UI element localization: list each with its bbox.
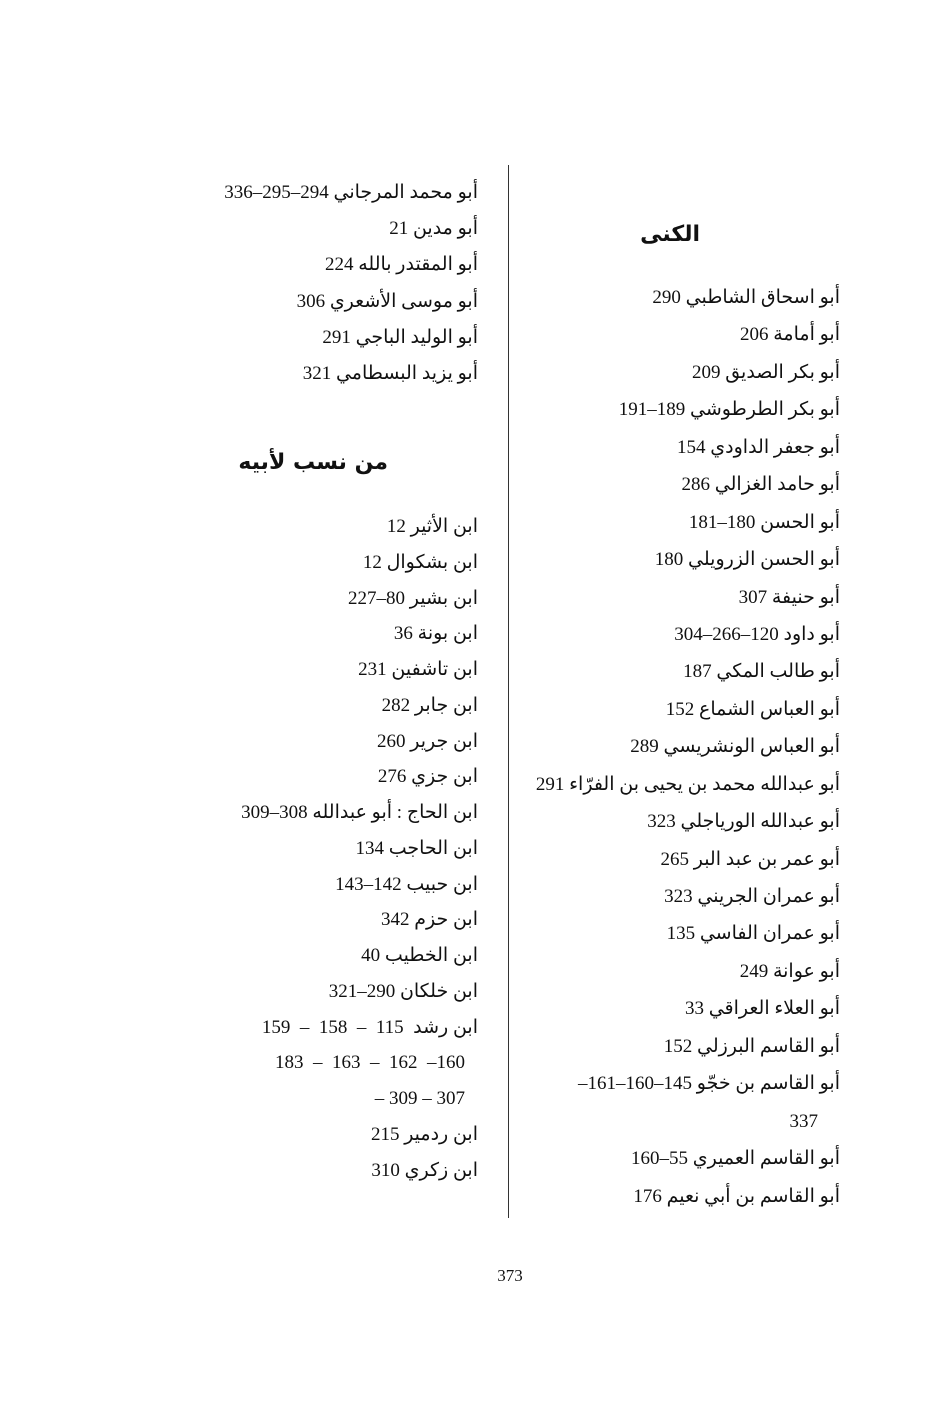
index-entry: أبو يزيد البسطامي 321 (302, 362, 478, 384)
index-entry: ابن تاشفين 231 (358, 659, 478, 680)
index-entry: أبو طالب المكي 187 (683, 661, 840, 683)
index-entry-continuation: 337 (789, 1110, 819, 1132)
index-entry: أبو داود 120–266–304 (674, 623, 840, 645)
index-entry: ابن بشير 80–227 (348, 587, 478, 609)
index-entry: أبو عمر بن عبد البر 265 (660, 848, 840, 870)
column-divider (508, 165, 509, 1218)
index-entry: أبو محمد المرجاني 294–295–336 (224, 182, 478, 203)
index-entry: ابن بشكوال 12 (362, 551, 478, 573)
index-entry: ابن الأثير 12 (386, 516, 478, 537)
kuna-index-list-continued: أبو محمد المرجاني 294–295–336 أبو مدين 2… (178, 175, 478, 392)
index-entry: أبو العباس الشماع 152 (665, 698, 840, 720)
index-entry-continuation: 183 – 163 – 162 –160 (275, 1052, 465, 1074)
index-entry: أبو القاسم بن خجّو 145–160–161– (578, 1073, 840, 1095)
index-entry: أبو عوانة 249 (739, 960, 840, 982)
section-title-kuna: الكنى (640, 222, 700, 247)
index-entry: ابن حبيب 142–143 (335, 873, 478, 895)
index-entry: أبو موسى الأشعري 306 (296, 290, 478, 312)
index-entry: ابن الحاجب 134 (355, 837, 478, 859)
index-entry: أبو جعفر الداودي 154 (677, 436, 840, 458)
index-entry: ابن بونة 36 (393, 623, 478, 645)
index-entry: أبو الحسن الزرويلي 180 (654, 549, 840, 571)
index-entry: ابن الخطيب 40 (361, 945, 478, 966)
index-entry: أبو العلاء العراقي 33 (684, 998, 840, 1020)
index-entry: أبو المقتدر بالله 224 (324, 254, 478, 276)
page-number: 373 (497, 1266, 523, 1285)
index-entry: أبو الحسن 180–181 (688, 511, 840, 533)
index-entry: ابن حزم 342 (380, 909, 478, 931)
index-entry: أبو اسحاق الشاطبي 290 (652, 287, 840, 308)
index-entry: أبو عبدالله الورياجلي 323 (647, 811, 840, 833)
index-entry: ابن جابر 282 (381, 694, 478, 716)
index-entry: ابن جزي 276 (377, 766, 478, 788)
index-entry: ابن رشد 115 – 158 – 159 (261, 1016, 478, 1038)
index-entry: أبو عبدالله محمد بن يحيى بن الفرّاء 291 (535, 773, 840, 795)
index-entry-continuation: – 309 – 307 (374, 1088, 465, 1109)
index-entry: أبو القاسم بن أبي نعيم 176 (633, 1185, 840, 1207)
index-entry: ابن ردمير 215 (370, 1123, 478, 1145)
index-entry: ابن خلكان 290–321 (328, 980, 478, 1002)
index-entry: ابن الحاج : أبو عبدالله 308–309 (241, 802, 478, 823)
nasab-index-list: ابن الأثير 12 ابن بشكوال 12 ابن بشير 80–… (178, 509, 478, 1188)
index-entry: ابن زكري 310 (371, 1159, 478, 1181)
index-entry: أبو العباس الونشريسي 289 (630, 736, 840, 758)
index-entry: أبو بكر الطرطوشي 189–191 (618, 399, 840, 421)
index-entry: أبو بكر الصديق 209 (691, 361, 840, 383)
section-title-nasab: من نسب لأبيه (238, 450, 388, 475)
index-entry: أبو القاسم البرزلي 152 (663, 1035, 840, 1057)
index-entry: أبو مدين 21 (389, 218, 478, 240)
kuna-index-list: أبو اسحاق الشاطبي 290 أبو أمامة 206 أبو … (510, 279, 840, 1215)
index-entry: أبو عمران الفاسي 135 (666, 923, 840, 945)
index-entry: أبو حنيفة 307 (738, 586, 840, 608)
index-entry: أبو الوليد الباجي 291 (322, 326, 478, 348)
index-entry: أبو أمامة 206 (740, 324, 840, 346)
index-entry: أبو حامد الغزالي 286 (681, 474, 840, 496)
index-entry: ابن جرير 260 (376, 730, 478, 752)
index-entry: أبو عمران الجريني 323 (664, 886, 840, 907)
index-entry: أبو القاسم العميري 55–160 (631, 1148, 840, 1170)
